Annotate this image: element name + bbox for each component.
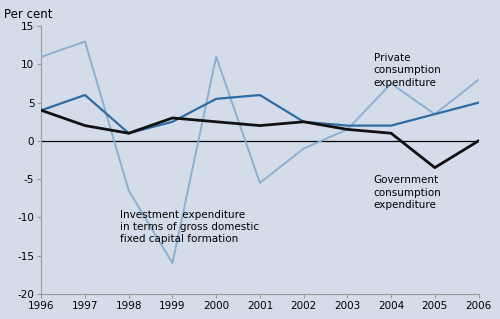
Text: Per cent: Per cent (4, 8, 52, 21)
Text: Investment expenditure
in terms of gross domestic
fixed capital formation: Investment expenditure in terms of gross… (120, 210, 259, 244)
Text: Private
consumption
expenditure: Private consumption expenditure (374, 53, 442, 88)
Text: Government
consumption
expenditure: Government consumption expenditure (374, 175, 442, 210)
